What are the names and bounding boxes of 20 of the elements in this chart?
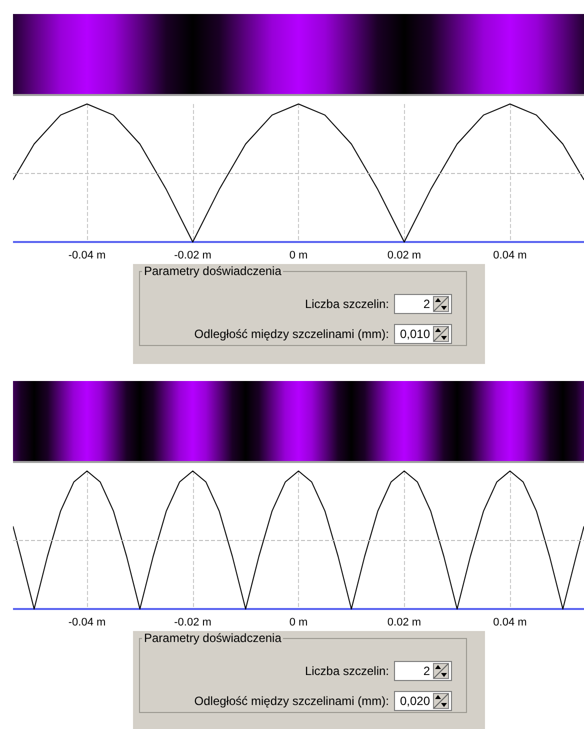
text: Odległość między szczelinami (mm): — [194, 327, 389, 341]
text: Parametry doświadczenia — [143, 631, 282, 645]
x-tick-label: 0.04 m — [493, 250, 527, 262]
x-tick-label: 0.02 m — [387, 616, 422, 628]
x-tick-label: -0.04 m — [68, 616, 106, 628]
text: 2 — [423, 297, 430, 311]
text: Odległość między szczelinami (mm): — [194, 694, 389, 708]
text: Liczba szczelin: — [304, 297, 389, 311]
text: 0,020 — [400, 694, 430, 708]
x-tick-label: 0 m — [289, 616, 308, 628]
x-tick-label: 0.04 m — [493, 616, 527, 628]
x-tick-label: 0.02 m — [387, 250, 422, 262]
x-tick-label: 0 m — [289, 250, 308, 262]
x-tick-label: -0.02 m — [174, 250, 212, 262]
text: Parametry doświadczenia — [143, 264, 282, 278]
text: 0,010 — [400, 327, 430, 341]
x-tick-label: -0.04 m — [68, 250, 106, 262]
text: 2 — [423, 664, 430, 678]
x-tick-label: -0.02 m — [174, 616, 212, 628]
text: Liczba szczelin: — [304, 664, 389, 678]
